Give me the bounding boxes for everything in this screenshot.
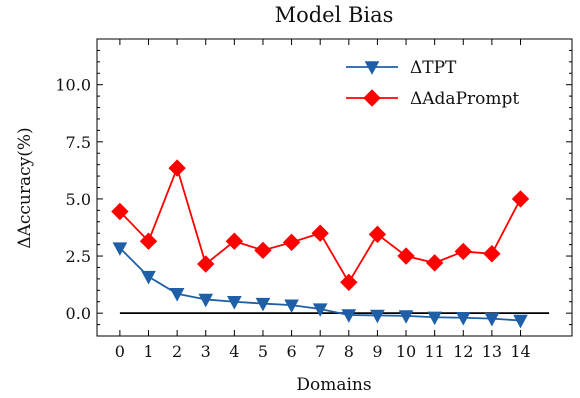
y-tick-labels: 0.0 2.5 5.0 7.5 10.0 <box>55 76 91 323</box>
legend-marker <box>363 89 381 107</box>
series-layer <box>111 159 530 329</box>
data-point <box>427 311 442 326</box>
data-point <box>112 242 128 256</box>
data-point <box>484 312 500 327</box>
x-axis-label: Domains <box>296 375 371 395</box>
data-point <box>284 299 299 314</box>
y-axis-label: ΔAccuracy(%) <box>15 127 35 248</box>
x-tick-label: 12 <box>453 342 473 361</box>
y-tick-label: 5.0 <box>66 190 91 209</box>
legend-marker <box>364 61 380 75</box>
data-point <box>139 232 158 250</box>
data-point <box>255 297 271 312</box>
data-point <box>340 273 358 292</box>
data-point <box>225 232 244 250</box>
data-point <box>513 314 528 329</box>
axis-ticks <box>97 38 572 336</box>
x-tick-label: 11 <box>424 342 444 361</box>
data-point <box>425 254 444 272</box>
data-point <box>197 255 215 273</box>
y-tick-label: 7.5 <box>66 133 91 152</box>
data-point <box>254 241 272 260</box>
data-point <box>111 202 129 221</box>
data-point <box>227 296 242 310</box>
data-point <box>141 270 156 285</box>
x-tick-label: 6 <box>286 342 296 361</box>
x-tick-label: 9 <box>372 342 382 361</box>
data-point <box>282 233 301 252</box>
legend: ΔTPT ΔAdaPrompt <box>346 58 519 109</box>
x-tick-label: 14 <box>510 342 530 361</box>
x-tick-label: 0 <box>115 342 125 361</box>
data-point <box>397 247 415 265</box>
data-point <box>455 312 471 326</box>
x-tick-label: 5 <box>258 342 268 361</box>
data-point <box>168 159 186 177</box>
x-tick-label: 10 <box>396 342 416 361</box>
data-point <box>370 309 385 324</box>
x-tick-label: 3 <box>201 342 211 361</box>
series-tpt <box>112 242 528 329</box>
data-point <box>511 190 530 208</box>
data-point <box>312 303 328 317</box>
x-tick-label: 7 <box>315 342 325 361</box>
y-tick-label: 2.5 <box>66 247 91 266</box>
data-point <box>341 309 357 323</box>
plot-frame <box>96 38 573 337</box>
data-point <box>454 242 472 261</box>
data-point <box>311 224 329 242</box>
data-point <box>398 310 414 324</box>
y-tick-label: 10.0 <box>55 76 91 95</box>
x-tick-label: 8 <box>344 342 354 361</box>
x-tick-label: 1 <box>143 342 153 361</box>
legend-label: ΔAdaPrompt <box>410 89 519 109</box>
x-tick-label: 2 <box>172 342 182 361</box>
legend-label: ΔTPT <box>410 58 457 78</box>
x-tick-labels: 0 1 2 3 4 5 6 7 8 9 10 11 12 13 14 <box>115 342 531 361</box>
chart-title: Model Bias <box>275 3 394 27</box>
x-tick-label: 13 <box>482 342 502 361</box>
data-point <box>169 288 185 302</box>
data-point <box>483 245 501 263</box>
data-point <box>368 225 387 244</box>
y-tick-label: 0.0 <box>66 304 91 323</box>
data-point <box>198 293 214 308</box>
series-adaprompt <box>111 159 530 292</box>
x-tick-label: 4 <box>229 342 239 361</box>
